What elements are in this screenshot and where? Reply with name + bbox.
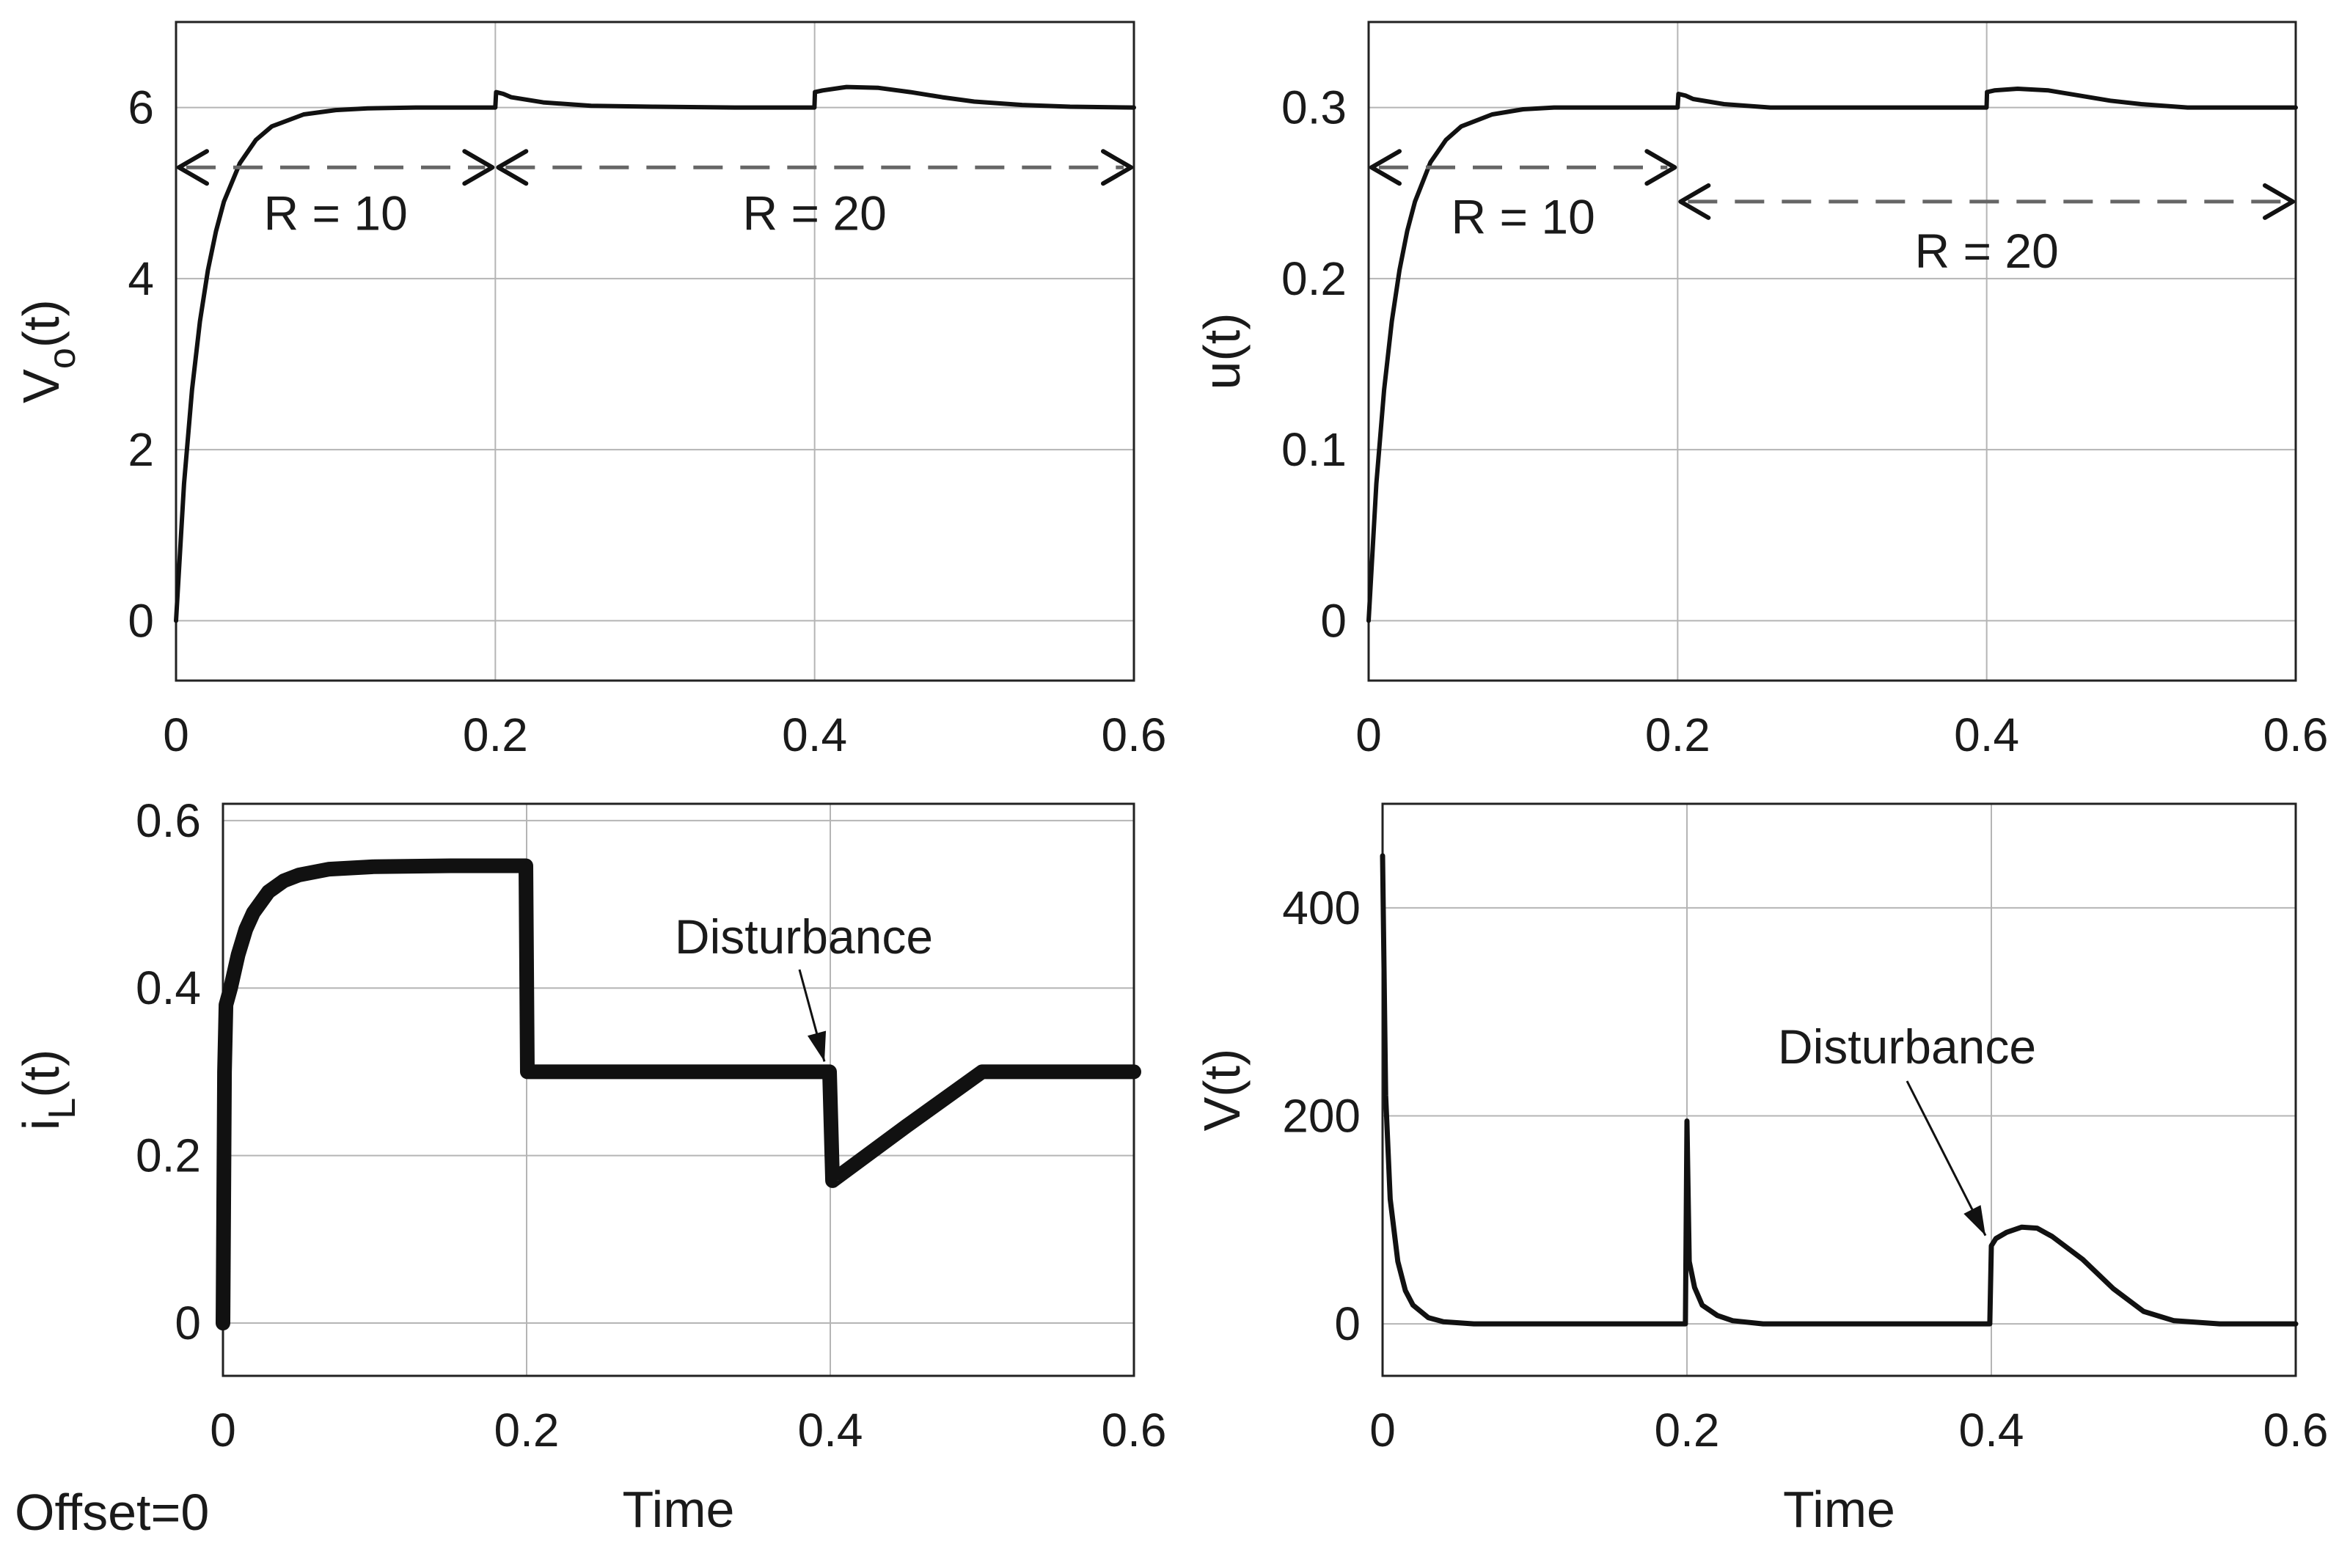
x-tick-label: 0.4: [782, 708, 847, 761]
x-tick-label: 0.2: [1655, 1404, 1720, 1457]
x-tick-label: 0.6: [1102, 708, 1167, 761]
y-axis-label: u(t): [1193, 313, 1251, 390]
x-tick-label: 0.2: [494, 1404, 560, 1457]
x-tick-label: 0.2: [463, 708, 528, 761]
x-tick-label: 0.4: [798, 1404, 863, 1457]
y-tick-label: 0: [1320, 594, 1347, 647]
region-arrowhead-right: [1101, 149, 1133, 186]
y-tick-label: 200: [1282, 1089, 1361, 1142]
series-line: [1380, 853, 2299, 1327]
x-tick-label: 0: [163, 708, 189, 761]
x-tick-label: 0.4: [1959, 1404, 2024, 1457]
y-tick-label: 400: [1282, 882, 1361, 934]
x-tick-label: 0.6: [2263, 1404, 2329, 1457]
disturbance-label: Disturbance: [1778, 1019, 2036, 1074]
x-axis-label: Time: [623, 1481, 735, 1538]
series-line: [1366, 87, 2298, 623]
y-tick-label: 0.6: [136, 794, 201, 847]
y-axis-label: iL(t): [12, 1049, 84, 1131]
disturbance-label: Disturbance: [675, 909, 933, 964]
x-tick-label: 0.2: [1645, 708, 1710, 761]
x-tick-label: 0.6: [2263, 708, 2329, 761]
panel-inductor-current: 0 0.2 0.4 0.6 0 0.2 0.4 0.6 iL(t) Time Disturbance: [12, 794, 1166, 1538]
region-label: R = 20: [1915, 224, 2059, 278]
y-axis-label: Vo(t): [12, 299, 84, 403]
y-tick-label: 0.1: [1281, 423, 1347, 476]
y-tick-label: 0: [128, 594, 154, 647]
disturbance-arrowhead: [807, 1030, 827, 1062]
y-tick-label: 6: [128, 81, 154, 134]
region-arrowhead-right: [462, 149, 495, 186]
disturbance-arrowhead: [1963, 1205, 1985, 1236]
region-arrowhead-left: [177, 149, 209, 186]
panel-control-input: 0 0.2 0.4 0.6 0 0.1 0.2 0.3 u(t) R = 10 R = 20: [1193, 21, 2329, 761]
y-tick-label: 0.2: [1281, 252, 1347, 305]
region-label: R = 10: [264, 186, 408, 240]
y-tick-label: 0.2: [136, 1129, 201, 1182]
region-label: R = 10: [1452, 189, 1595, 243]
region-arrowhead-right: [1644, 149, 1677, 186]
series-line: [216, 858, 1141, 1331]
series-line: [174, 84, 1136, 623]
region-arrowhead-right: [2263, 183, 2295, 220]
plot-frame: [222, 802, 1135, 1377]
y-tick-label: 0: [1334, 1297, 1361, 1350]
y-tick-label: 0: [175, 1297, 201, 1349]
x-tick-label: 0: [210, 1404, 236, 1457]
y-tick-label: 0.4: [136, 961, 201, 1014]
plot-frame: [175, 21, 1135, 682]
region-arrowhead-left: [1369, 149, 1402, 186]
y-tick-label: 2: [128, 423, 154, 476]
x-tick-label: 0: [1355, 708, 1382, 761]
x-tick-label: 0.4: [1954, 708, 2019, 761]
plot-frame: [1367, 21, 2297, 682]
region-arrowhead-left: [1678, 183, 1711, 220]
x-axis-label: Time: [1783, 1481, 1895, 1538]
y-tick-label: 4: [128, 252, 154, 305]
plot-frame: [1381, 802, 2297, 1377]
x-tick-label: 0: [1369, 1404, 1396, 1457]
y-tick-label: 0.3: [1281, 81, 1347, 134]
panel-lyapunov-function: 0 0.2 0.4 0.6 0 200 400 V(t) Time Disturbance: [1193, 802, 2329, 1538]
panel-output-voltage: 0 0.2 0.4 0.6 0 2 4 6 Vo(t) R = 10 R = 20: [12, 21, 1167, 761]
region-arrowhead-left: [496, 149, 529, 186]
x-tick-label: 0.6: [1102, 1404, 1167, 1457]
offset-note: Offset=0: [15, 1484, 209, 1541]
region-label: R = 20: [743, 186, 887, 240]
y-axis-label: V(t): [1193, 1049, 1251, 1132]
